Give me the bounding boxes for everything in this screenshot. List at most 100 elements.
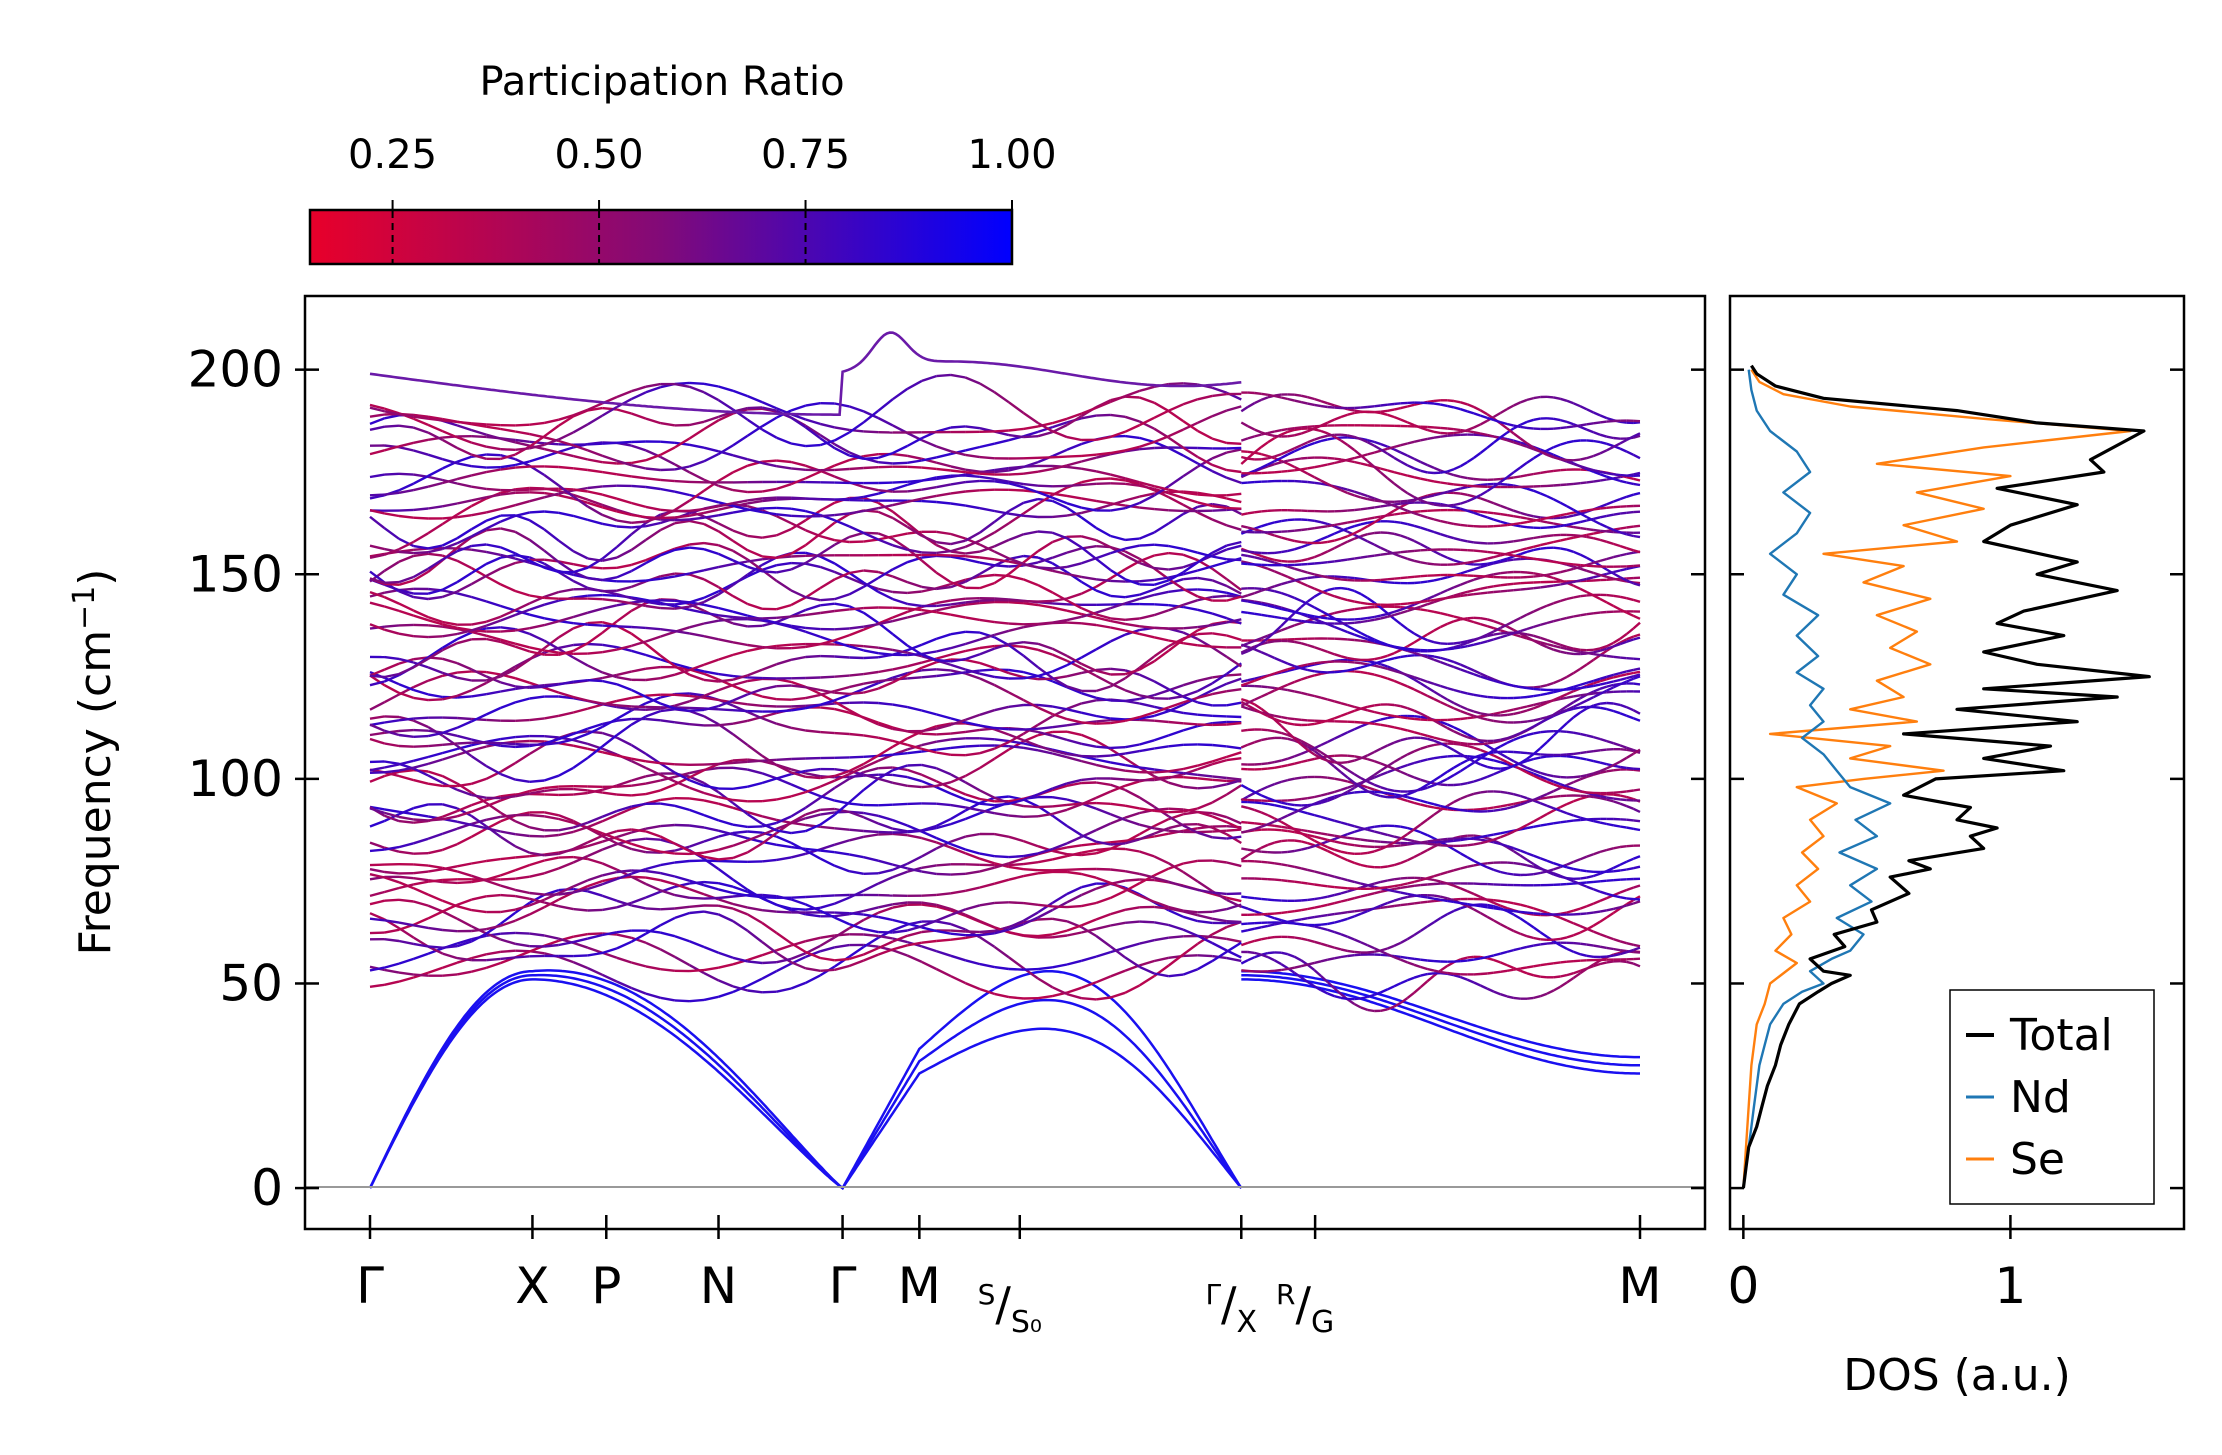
optical-band-segment bbox=[1124, 622, 1140, 628]
optical-band-segment bbox=[1096, 667, 1111, 672]
optical-band-segment bbox=[790, 507, 806, 513]
optical-band-segment bbox=[369, 766, 385, 772]
optical-band-segment bbox=[791, 514, 806, 518]
optical-band-segment bbox=[1280, 963, 1289, 970]
optical-band-segment bbox=[1212, 632, 1227, 637]
optical-band-segment bbox=[1008, 862, 1024, 867]
optical-band-segment bbox=[877, 668, 894, 674]
optical-band-segment bbox=[1493, 952, 1501, 957]
optical-band-segment bbox=[573, 563, 589, 569]
optical-band-segment bbox=[1367, 786, 1375, 791]
optical-band-segment bbox=[717, 399, 734, 411]
optical-band-segment bbox=[1539, 792, 1548, 799]
optical-band-segment bbox=[819, 578, 836, 590]
optical-band-segment bbox=[587, 722, 603, 730]
optical-band-segment bbox=[834, 851, 850, 856]
optical-band-segment bbox=[1526, 770, 1535, 775]
optical-band-segment bbox=[689, 998, 705, 1003]
optical-band-segment bbox=[1212, 859, 1227, 864]
optical-band-segment bbox=[1480, 790, 1488, 794]
optical-band-segment bbox=[471, 823, 487, 830]
optical-band-segment bbox=[1393, 982, 1402, 988]
optical-band-segment bbox=[1374, 840, 1381, 843]
optical-band-segment bbox=[718, 795, 734, 802]
optical-band-segment bbox=[514, 904, 531, 911]
optical-band-segment bbox=[500, 956, 516, 961]
optical-band-segment bbox=[1486, 903, 1495, 908]
optical-band-segment bbox=[1138, 655, 1155, 669]
optical-band-segment bbox=[1267, 782, 1275, 788]
optical-band-segment bbox=[1367, 884, 1375, 888]
optical-band-segment bbox=[1037, 908, 1054, 919]
optical-band-segment bbox=[1080, 648, 1097, 659]
optical-band-segment bbox=[776, 818, 792, 824]
optical-band-segment bbox=[1008, 956, 1025, 970]
optical-band-segment bbox=[630, 538, 647, 551]
optical-band-segment bbox=[1480, 838, 1488, 842]
optical-band-segment bbox=[1226, 618, 1242, 624]
optical-band-segment bbox=[732, 454, 748, 461]
optical-band-segment bbox=[1110, 761, 1126, 767]
optical-band-segment bbox=[1593, 910, 1601, 914]
optical-band-segment bbox=[1274, 780, 1282, 786]
optical-band-segment bbox=[1393, 861, 1402, 867]
optical-band-segment bbox=[1110, 477, 1126, 482]
optical-band-segment bbox=[1300, 917, 1308, 921]
optical-band-segment bbox=[1579, 967, 1588, 975]
optical-band-segment bbox=[1420, 965, 1428, 971]
optical-band-segment bbox=[1354, 844, 1362, 848]
optical-band-segment bbox=[1139, 561, 1155, 570]
optical-band-segment bbox=[1533, 913, 1541, 917]
optical-band-segment bbox=[1182, 587, 1199, 598]
optical-band-segment bbox=[1519, 849, 1528, 855]
optical-band-segment bbox=[413, 661, 429, 669]
optical-band-segment bbox=[616, 510, 632, 517]
optical-band-segment bbox=[907, 454, 923, 460]
optical-band-segment bbox=[413, 485, 429, 492]
optical-band-segment bbox=[1008, 433, 1024, 439]
optical-band-segment bbox=[1526, 798, 1535, 804]
optical-band-segment bbox=[485, 493, 501, 499]
optical-band-segment bbox=[1139, 625, 1155, 629]
optical-band-segment bbox=[1197, 624, 1213, 629]
optical-band-segment bbox=[1327, 992, 1335, 998]
optical-band-segment bbox=[616, 670, 632, 677]
optical-band-segment bbox=[892, 781, 908, 787]
optical-band-segment bbox=[529, 859, 545, 867]
optical-band-segment bbox=[442, 694, 458, 701]
optical-band-segment bbox=[1096, 719, 1111, 723]
optical-band-segment bbox=[965, 550, 981, 555]
optical-band-segment bbox=[1168, 492, 1184, 500]
optical-band-segment bbox=[1427, 967, 1435, 972]
optical-band-segment bbox=[369, 668, 385, 677]
optical-band-segment bbox=[456, 482, 472, 488]
optical-band-segment bbox=[878, 753, 893, 758]
optical-band-segment bbox=[1226, 956, 1242, 963]
optical-band-segment bbox=[820, 811, 835, 816]
optical-band-segment bbox=[1506, 805, 1514, 810]
optical-band-segment bbox=[1367, 865, 1375, 869]
optical-band-segment bbox=[645, 824, 661, 830]
optical-band-segment bbox=[486, 857, 501, 863]
optical-band-segment bbox=[689, 622, 705, 629]
optical-band-segment bbox=[1066, 738, 1082, 745]
optical-band-segment bbox=[1599, 945, 1608, 950]
optical-band-segment bbox=[645, 837, 661, 841]
optical-band-segment bbox=[1287, 864, 1295, 868]
optical-band-segment bbox=[979, 598, 995, 602]
optical-band-segment bbox=[1080, 666, 1097, 677]
optical-band-segment bbox=[470, 755, 487, 767]
optical-band-segment bbox=[747, 688, 763, 696]
optical-band-segment bbox=[1023, 839, 1039, 848]
optical-band-segment bbox=[659, 762, 676, 774]
optical-band-segment bbox=[1493, 899, 1501, 903]
optical-band-segment bbox=[805, 895, 821, 899]
optical-band-segment bbox=[1360, 908, 1368, 912]
optical-band-segment bbox=[630, 391, 647, 401]
optical-band-segment bbox=[1052, 496, 1068, 505]
acoustic-branch bbox=[368, 973, 1243, 1190]
optical-band-segment bbox=[1347, 791, 1355, 795]
optical-band-segment bbox=[863, 927, 879, 934]
optical-band-segment bbox=[1606, 935, 1614, 941]
optical-band-segment bbox=[500, 938, 516, 945]
